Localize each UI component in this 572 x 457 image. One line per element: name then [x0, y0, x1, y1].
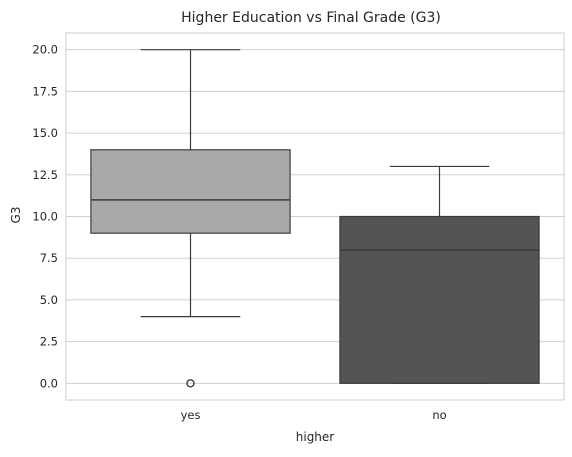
plot-frame	[65, 32, 565, 401]
y-tick-label: 0.0	[40, 376, 58, 390]
x-tick-label: yes	[181, 408, 201, 422]
y-tick-label: 20.0	[32, 43, 58, 57]
outlier-point	[186, 379, 195, 388]
y-tick-label: 7.5	[40, 251, 58, 265]
box-no	[339, 165, 540, 384]
y-tick-label: 10.0	[32, 210, 58, 224]
y-axis-label: G3	[9, 207, 23, 224]
box-layer	[90, 49, 540, 388]
chart-title: Higher Education vs Final Grade (G3)	[181, 10, 441, 26]
box-body	[339, 215, 540, 384]
axis-layer: 0.0 2.5 5.0 7.5 10.0 12.5 15.0 17.5 20.0 yes no	[32, 32, 565, 422]
y-tick-label: 15.0	[32, 126, 58, 140]
box-body	[90, 149, 291, 234]
y-tick-label: 17.5	[32, 84, 58, 98]
x-axis-label: higher	[296, 430, 335, 444]
y-tick-label: 2.5	[40, 335, 58, 349]
y-tick-label: 12.5	[32, 168, 58, 182]
x-tick-label: no	[432, 408, 446, 422]
box-yes	[90, 49, 291, 388]
y-tick-label: 5.0	[40, 293, 58, 307]
